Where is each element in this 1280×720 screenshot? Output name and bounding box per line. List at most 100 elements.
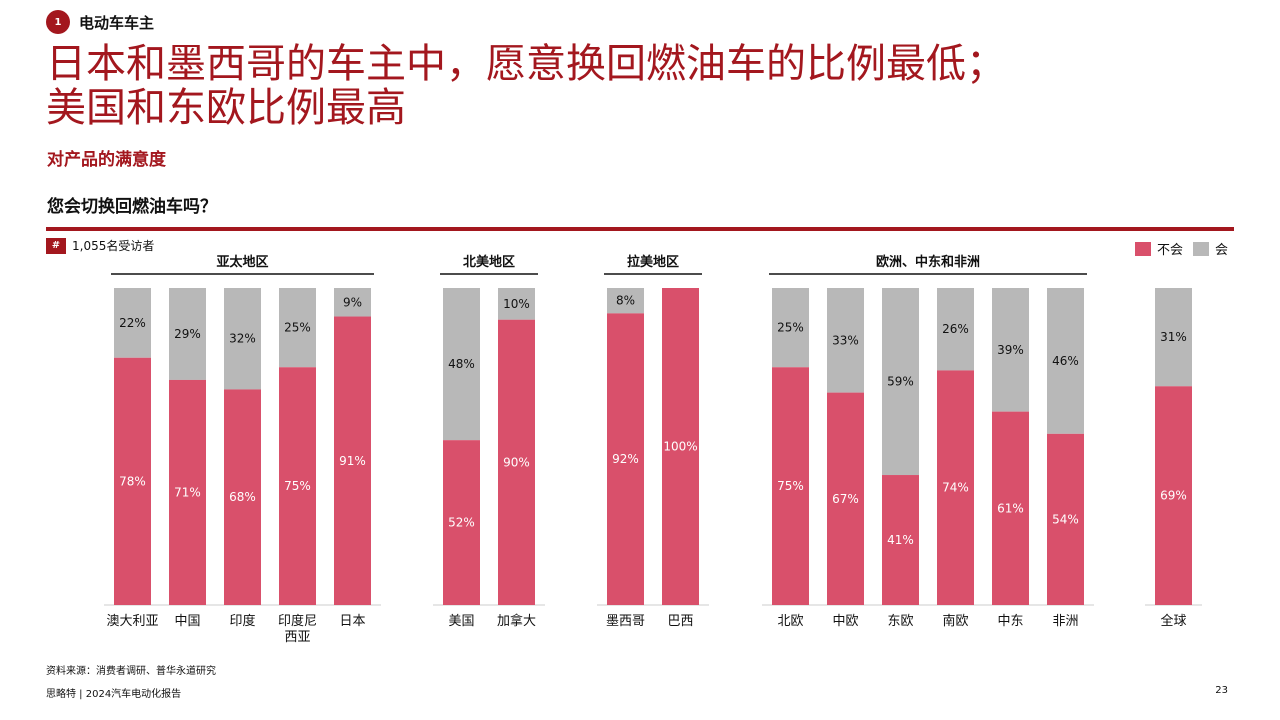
data-label-yes: 46% [1052, 354, 1079, 368]
category-label: 墨西哥 [606, 614, 645, 629]
group-title: 欧洲、中东和非洲 [876, 254, 980, 270]
group-title: 亚太地区 [216, 254, 268, 270]
header-divider [46, 227, 1234, 231]
data-label-yes: 10% [503, 297, 530, 311]
section-label: 电动车车主 [79, 13, 155, 32]
bar-segment-yes [498, 288, 535, 320]
data-label-no: 68% [229, 490, 256, 504]
category-label: 中欧 [832, 614, 858, 629]
survey-question: 您会切换回燃油车吗？ [47, 197, 217, 217]
bar-segment-no [772, 367, 809, 605]
category-label: 印度 [229, 613, 255, 629]
category-label: 印度尼 [278, 613, 317, 629]
page-title: 日本和墨西哥的车主中，愿意换回燃油车的比例最低； 美国和东欧比例最高 [46, 42, 1226, 130]
bar-segment-no [279, 367, 316, 605]
bar-segment-yes [1155, 288, 1192, 387]
legend-label-no: 不会 [1156, 243, 1183, 258]
bar-segment-yes [772, 288, 809, 368]
data-label-no: 69% [1160, 489, 1187, 503]
bar-segment-no [169, 379, 206, 605]
bar-segment-yes [279, 288, 316, 368]
footer-brand: 思略特 | 2024汽车电动化报告 [46, 689, 182, 700]
bar-segment-no [443, 440, 480, 605]
hash-icon: # [46, 237, 66, 254]
data-label-no: 75% [777, 479, 804, 493]
bar-segment-no [662, 288, 699, 605]
page-subtitle: 对产品的满意度 [47, 150, 166, 170]
respondent-count: 1,055名受访者 [72, 239, 155, 253]
bar-segment-no [114, 357, 151, 605]
data-label-yes: 26% [942, 322, 969, 336]
bar-segment-no [1155, 386, 1192, 605]
data-label-yes: 29% [174, 327, 201, 341]
data-label-yes: 32% [229, 332, 256, 346]
bar-segment-no [827, 392, 864, 605]
data-label-yes: 25% [284, 321, 311, 335]
data-label-no: 91% [339, 454, 366, 468]
data-label-yes: 48% [448, 357, 475, 371]
data-label-yes: 39% [997, 343, 1024, 357]
respondent-base: # 1,055名受访者 [46, 237, 154, 254]
bar-segment-yes [607, 288, 644, 314]
data-label-yes: 25% [777, 321, 804, 335]
bar-segment-yes [882, 288, 919, 476]
chart-legend: 不会 会 [1125, 239, 1228, 258]
bar-segment-no [882, 475, 919, 605]
data-label-no: 61% [997, 501, 1024, 515]
bar-segment-yes [937, 288, 974, 371]
bar-segment-no [992, 411, 1029, 605]
category-label: 南欧 [942, 613, 968, 629]
category-label: 日本 [339, 614, 365, 629]
data-label-no: 100% [663, 440, 697, 454]
data-label-no: 52% [448, 516, 475, 530]
category-label-cont: 西亚 [284, 630, 310, 645]
data-label-yes: 31% [1160, 330, 1187, 344]
data-label-no: 74% [942, 481, 969, 495]
category-label: 美国 [448, 614, 474, 629]
bar-segment-yes [1047, 288, 1084, 434]
data-label-no: 71% [174, 485, 201, 499]
page-title-line-1: 日本和墨西哥的车主中，愿意换回燃油车的比例最低； [46, 41, 1006, 87]
bar-segment-yes [224, 288, 261, 390]
data-label-no: 75% [284, 479, 311, 493]
bar-segment-no [1047, 433, 1084, 605]
data-label-no: 90% [503, 455, 530, 469]
bar-segment-no [224, 389, 261, 605]
section-tag: 1 电动车车主 [46, 10, 154, 34]
bar-segment-no [937, 370, 974, 605]
data-label-no: 67% [832, 492, 859, 506]
data-label-yes: 8% [616, 294, 635, 308]
bar-segment-no [334, 316, 371, 605]
data-label-yes: 22% [119, 316, 146, 330]
category-label: 加拿大 [497, 613, 536, 629]
bar-segment-yes [334, 288, 371, 317]
legend-swatch-no [1134, 241, 1151, 256]
legend-label-yes: 会 [1214, 243, 1228, 258]
bar-segment-no [607, 313, 644, 605]
category-label: 北欧 [777, 614, 803, 629]
group-title: 北美地区 [463, 254, 515, 270]
category-label: 中东 [997, 614, 1023, 629]
data-label-no: 54% [1052, 512, 1079, 526]
page-title-line-2: 美国和东欧比例最高 [46, 85, 406, 131]
category-label: 澳大利亚 [106, 613, 158, 629]
category-label: 中国 [174, 614, 200, 629]
data-label-no: 41% [887, 533, 914, 547]
category-label: 巴西 [667, 614, 693, 629]
data-label-yes: 59% [887, 375, 914, 389]
data-label-yes: 9% [343, 295, 362, 309]
category-label: 全球 [1160, 613, 1186, 629]
category-label: 东欧 [887, 614, 913, 629]
bar-segment-yes [992, 288, 1029, 412]
category-label: 非洲 [1052, 614, 1078, 629]
bar-segment-yes [114, 288, 151, 358]
legend-item-yes: 会 [1192, 239, 1228, 258]
legend-item-no: 不会 [1134, 239, 1183, 258]
section-number-badge: 1 [46, 10, 70, 34]
bar-segment-no [498, 319, 535, 605]
bar-segment-yes [169, 288, 206, 380]
data-label-no: 78% [119, 474, 146, 488]
group-title: 拉美地区 [627, 254, 679, 270]
bar-segment-yes [827, 288, 864, 393]
